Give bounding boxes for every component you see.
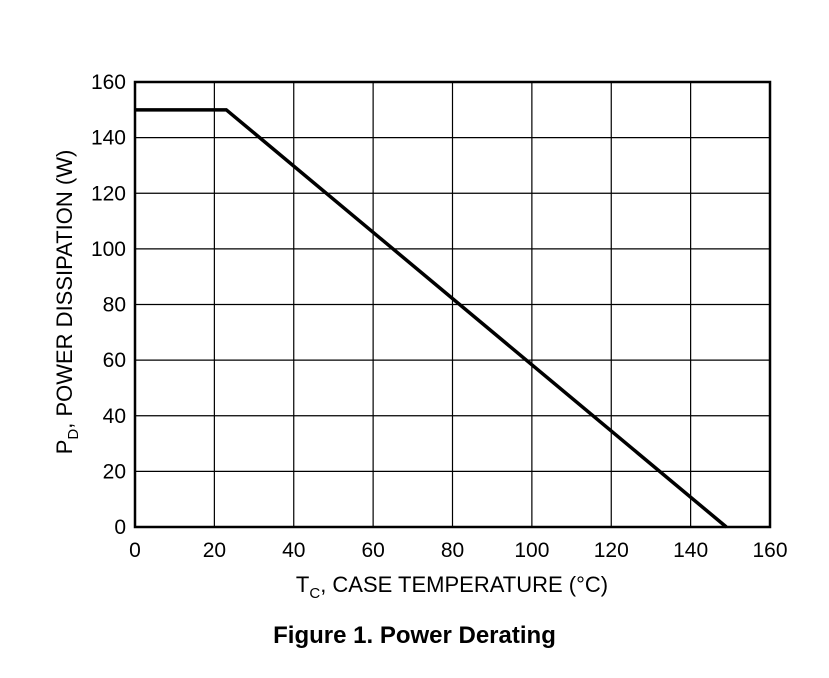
y-axis-label: PD, POWER DISSIPATION (W) — [52, 150, 82, 455]
x-tick-label: 120 — [594, 539, 629, 562]
x-axis-label: TC, CASE TEMPERATURE (°C) — [296, 572, 608, 602]
x-tick-label: 20 — [203, 539, 226, 562]
y-axis-label-main: P — [52, 440, 77, 455]
x-axis-label-sub: C — [309, 585, 320, 602]
grid-lines — [134, 81, 771, 528]
figure-caption: Figure 1. Power Derating — [273, 622, 556, 649]
x-tick-label: 80 — [441, 539, 464, 562]
x-tick-label: 140 — [673, 539, 708, 562]
x-tick-label: 40 — [282, 539, 305, 562]
x-tick-label: 100 — [514, 539, 549, 562]
power-derating-chart: 0 20 40 60 80 100 120 140 160 0 20 40 60 80 100 120 140… — [52, 71, 788, 602]
y-tick-label: 0 — [114, 516, 126, 539]
x-tick-label: 0 — [129, 539, 141, 562]
y-axis-label-rest: , POWER DISSIPATION (W) — [52, 150, 77, 429]
y-tick-labels: 0 20 40 60 80 100 120 140 160 — [91, 71, 126, 539]
y-tick-label: 140 — [91, 127, 126, 150]
y-tick-label: 80 — [103, 294, 126, 317]
y-axis-label-sub: D — [65, 429, 82, 440]
y-tick-label: 20 — [103, 460, 126, 483]
y-tick-label: 160 — [91, 71, 126, 94]
x-tick-label: 60 — [361, 539, 384, 562]
y-tick-label: 120 — [91, 182, 126, 205]
series-line-power-dissipation — [135, 108, 728, 529]
y-tick-label: 40 — [103, 405, 126, 428]
x-tick-label: 160 — [752, 539, 787, 562]
y-tick-label: 100 — [91, 238, 126, 261]
y-tick-label: 60 — [103, 349, 126, 372]
x-tick-labels: 0 20 40 60 80 100 120 140 160 — [129, 539, 787, 562]
plot-frame — [133, 80, 772, 529]
x-axis-label-main: T — [296, 572, 309, 597]
x-axis-label-rest: , CASE TEMPERATURE (°C) — [320, 572, 608, 597]
